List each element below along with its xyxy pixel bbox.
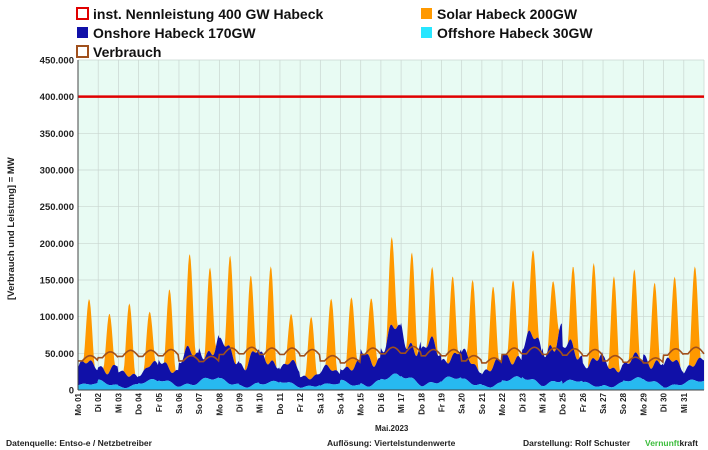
x-tick-label: Mi 17 xyxy=(397,392,406,413)
x-tick-label: Di 02 xyxy=(94,392,103,412)
x-tick-label: Sa 20 xyxy=(458,392,467,413)
x-tick-label: Fr 26 xyxy=(579,392,588,412)
legend-solar-swatch xyxy=(421,8,432,19)
x-tick-label: Di 23 xyxy=(518,392,527,412)
x-tick-label: Do 18 xyxy=(417,392,426,414)
y-tick-label: 200.000 xyxy=(40,239,74,250)
x-tick-label: Mi 31 xyxy=(680,392,689,413)
solar-area xyxy=(78,236,704,380)
legend-offshore-label: Offshore Habeck 30GW xyxy=(437,25,593,41)
verbrauch-line xyxy=(78,345,705,364)
y-axis-label: [Verbrauch und Leistung] = MW xyxy=(6,157,17,300)
y-tick-label: 300.000 xyxy=(40,166,74,177)
x-tick-label: Do 04 xyxy=(135,392,144,414)
legend-nennleistung-label: inst. Nennleistung 400 GW Habeck xyxy=(93,6,323,22)
x-tick-label: Mo 15 xyxy=(357,392,366,415)
series-layer xyxy=(78,95,705,390)
x-tick-label: Di 30 xyxy=(660,392,669,412)
legend-nennleistung-swatch xyxy=(76,7,89,20)
y-tick-label: 150.000 xyxy=(40,276,74,287)
legend-onshore-swatch xyxy=(77,27,88,38)
x-tick-label: So 14 xyxy=(337,392,346,414)
legend-solar-label: Solar Habeck 200GW xyxy=(437,6,578,22)
x-tick-label: Fr 12 xyxy=(296,392,305,412)
y-tick-label: 400.000 xyxy=(40,92,74,103)
x-tick-label: So 21 xyxy=(478,392,487,414)
x-tick-label: Mi 24 xyxy=(538,392,547,413)
x-tick-label: Do 25 xyxy=(559,392,568,414)
legend-verbrauch-swatch xyxy=(76,45,89,58)
legend-offshore-swatch xyxy=(421,27,432,38)
x-tick-label: Mo 01 xyxy=(74,392,83,415)
x-tick-label: So 28 xyxy=(619,392,628,414)
x-tick-label: Fr 19 xyxy=(437,392,446,412)
y-axis-ticks: 0 50.000 100.000 150.000 200.000 250.000 300.0… xyxy=(40,56,74,397)
footer-brand: Vernunftkraft xyxy=(645,438,698,448)
x-tick-label: Do 11 xyxy=(276,392,285,414)
footer-resolution: Auflösung: Viertelstundenwerte xyxy=(327,438,456,448)
x-axis-label: Mai.2023 xyxy=(375,424,409,433)
x-tick-label: Sa 27 xyxy=(599,392,608,413)
x-tick-label: Sa 06 xyxy=(175,392,184,413)
x-tick-label: Mo 29 xyxy=(639,392,648,415)
footer-brand-a: Vernunft xyxy=(645,438,680,448)
y-tick-label: 250.000 xyxy=(40,202,74,213)
x-tick-label: Mo 22 xyxy=(498,392,507,415)
footer-source: Datenquelle: Entso-e / Netzbetreiber xyxy=(6,438,153,448)
x-tick-label: Mi 03 xyxy=(114,392,123,413)
x-tick-label: So 07 xyxy=(195,392,204,414)
x-tick-label: Mo 08 xyxy=(215,392,224,415)
x-tick-label: Sa 13 xyxy=(316,392,325,413)
legend: inst. Nennleistung 400 GW Habeck Solar H… xyxy=(76,6,593,60)
onshore-area xyxy=(78,323,704,389)
offshore-area xyxy=(78,373,704,390)
footer-brand-b: kraft xyxy=(679,438,698,448)
y-tick-label: 50.000 xyxy=(45,349,74,360)
y-tick-label: 350.000 xyxy=(40,129,74,140)
x-tick-label: Di 16 xyxy=(377,392,386,412)
legend-onshore-label: Onshore Habeck 170GW xyxy=(93,25,256,41)
y-tick-label: 0 xyxy=(69,386,74,397)
y-tick-label: 450.000 xyxy=(40,56,74,67)
x-tick-label: Fr 05 xyxy=(155,392,164,412)
legend-verbrauch-label: Verbrauch xyxy=(93,44,161,60)
x-tick-label: Di 09 xyxy=(236,392,245,412)
y-tick-label: 100.000 xyxy=(40,312,74,323)
x-tick-label: Mi 10 xyxy=(256,392,265,413)
x-axis-ticks: Mo 01 Di 02 Mi 03 Do 04 Fr 05 Sa 06 So 07 Mo 08… xyxy=(74,392,689,415)
footer-author: Darstellung: Rolf Schuster xyxy=(523,438,631,448)
